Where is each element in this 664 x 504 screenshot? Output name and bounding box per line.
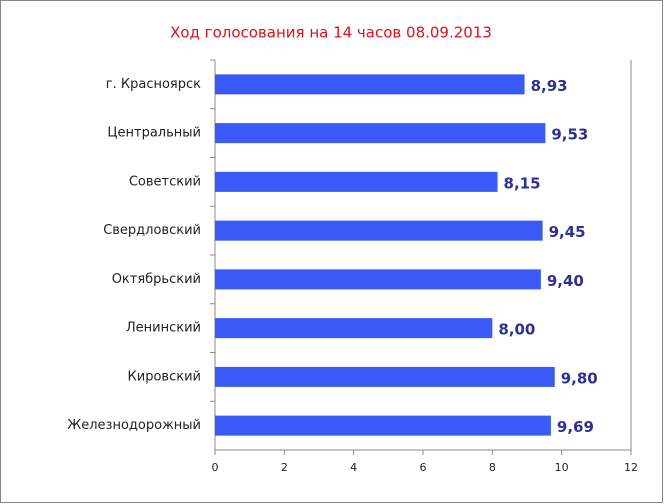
value-label: 8,00 <box>498 321 535 339</box>
x-tick-label: 10 <box>555 461 569 474</box>
value-label: 9,80 <box>561 369 598 387</box>
bar <box>215 269 541 290</box>
y-tick-label: Кировский <box>128 369 201 384</box>
chart-title: Ход голосования на 14 часов 08.09.2013 <box>170 24 492 42</box>
x-tick-label: 4 <box>350 461 357 474</box>
y-tick-label: Октябрьский <box>112 272 201 287</box>
x-tick-label: 6 <box>420 461 427 474</box>
bar <box>215 318 493 339</box>
value-label: 9,69 <box>557 418 594 436</box>
x-tick-label: 12 <box>624 461 638 474</box>
bar <box>215 74 525 95</box>
bar <box>215 415 551 436</box>
y-tick-label: Свердловский <box>103 223 201 238</box>
y-tick-label: Ленинский <box>126 321 201 336</box>
x-tick-label: 8 <box>489 461 496 474</box>
bar <box>215 171 498 192</box>
value-label: 9,40 <box>547 272 584 290</box>
y-tick-label: Железнодорожный <box>67 418 201 433</box>
y-tick-label: г. Красноярск <box>106 77 201 92</box>
bar <box>215 220 543 241</box>
value-label: 9,53 <box>551 126 588 144</box>
value-label: 8,93 <box>531 77 568 95</box>
y-tick-label: Советский <box>129 174 201 189</box>
bar <box>215 366 555 387</box>
x-tick-label: 0 <box>212 461 219 474</box>
value-label: 9,45 <box>549 223 586 241</box>
bar <box>215 123 546 144</box>
value-label: 8,15 <box>504 174 541 192</box>
x-tick-label: 2 <box>281 461 288 474</box>
y-tick-label: Центральный <box>107 126 201 141</box>
